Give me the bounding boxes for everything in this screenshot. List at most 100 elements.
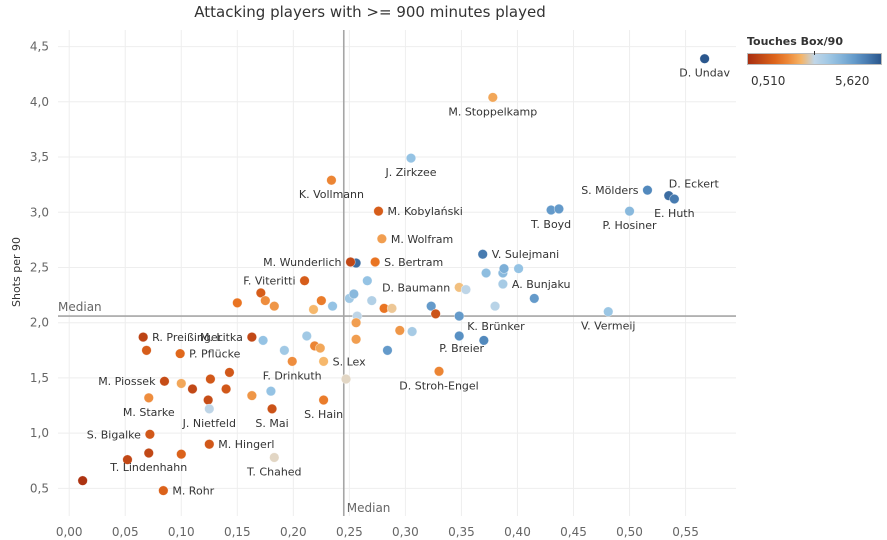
data-point[interactable]	[204, 439, 215, 450]
data-point[interactable]	[138, 331, 149, 343]
data-point[interactable]	[480, 267, 492, 279]
data-point[interactable]	[318, 356, 329, 367]
data-point[interactable]	[224, 367, 235, 378]
x-tick-label: 0,30	[392, 525, 419, 539]
data-point[interactable]	[287, 356, 298, 367]
data-point[interactable]	[301, 330, 312, 342]
data-point[interactable]	[366, 295, 377, 306]
y-tick-label: 4,0	[30, 95, 49, 109]
data-point[interactable]	[255, 287, 266, 298]
data-point[interactable]	[376, 233, 387, 244]
data-point[interactable]	[426, 301, 437, 312]
data-point[interactable]	[430, 308, 441, 319]
data-point[interactable]	[669, 193, 680, 205]
data-point[interactable]	[326, 175, 337, 186]
data-point[interactable]	[699, 53, 710, 64]
point-label: D. Stroh-Engel	[399, 379, 478, 392]
data-point[interactable]	[265, 386, 277, 397]
data-point[interactable]	[203, 394, 214, 406]
data-point[interactable]	[345, 256, 356, 268]
data-point[interactable]	[266, 403, 278, 414]
y-axis-title: Shots per 90	[10, 237, 23, 307]
data-point[interactable]	[176, 378, 187, 389]
data-point[interactable]	[433, 366, 445, 377]
data-point[interactable]	[316, 295, 327, 306]
data-point[interactable]	[373, 206, 384, 217]
data-point[interactable]	[497, 278, 509, 290]
data-point[interactable]	[348, 288, 359, 300]
data-point[interactable]	[327, 301, 338, 312]
point-label: S. Mölders	[581, 184, 639, 197]
point-label: F. Viteritti	[243, 275, 295, 288]
data-point[interactable]	[269, 301, 280, 312]
data-point[interactable]	[382, 345, 393, 356]
data-point[interactable]	[498, 263, 510, 274]
point-label: M. Litka	[200, 331, 243, 344]
x-tick-label: 0,20	[280, 525, 307, 539]
y-tick-label: 0,5	[30, 481, 49, 495]
data-point[interactable]	[257, 335, 269, 346]
data-point[interactable]	[299, 275, 310, 286]
data-point[interactable]	[386, 303, 398, 314]
data-point[interactable]	[478, 335, 489, 346]
data-point[interactable]	[454, 310, 465, 322]
data-point[interactable]	[529, 293, 540, 304]
data-point[interactable]	[175, 348, 186, 359]
data-point[interactable]	[279, 345, 290, 356]
data-point[interactable]	[407, 326, 418, 337]
data-point[interactable]	[141, 345, 152, 356]
data-point[interactable]	[642, 185, 653, 196]
data-point[interactable]	[159, 376, 170, 387]
x-tick-label: 0,55	[672, 525, 699, 539]
data-point[interactable]	[144, 429, 155, 440]
data-point[interactable]	[477, 249, 488, 260]
data-point[interactable]	[460, 284, 472, 295]
data-point[interactable]	[350, 317, 362, 328]
data-point[interactable]	[603, 306, 614, 317]
data-point[interactable]	[232, 297, 243, 308]
data-point[interactable]	[553, 203, 565, 215]
legend-title: Touches Box/90	[747, 35, 843, 48]
median-lines: Median Median	[58, 30, 736, 516]
data-point[interactable]	[204, 403, 215, 414]
y-tick-label: 3,5	[30, 150, 49, 164]
y-tick-label: 3,0	[30, 205, 49, 219]
point-label: M. Wolfram	[391, 233, 453, 246]
data-point[interactable]	[260, 295, 271, 306]
x-tick-label: 0,40	[504, 525, 531, 539]
data-point[interactable]	[315, 343, 326, 354]
point-label: M. Kobylański	[388, 205, 463, 218]
data-point[interactable]	[487, 92, 498, 103]
data-point[interactable]	[246, 390, 257, 401]
data-point[interactable]	[454, 330, 465, 342]
data-point[interactable]	[318, 394, 329, 406]
data-point[interactable]	[624, 206, 635, 217]
data-point[interactable]	[489, 301, 501, 312]
data-point[interactable]	[205, 373, 216, 385]
data-point[interactable]	[362, 275, 373, 286]
data-point[interactable]	[405, 153, 417, 164]
point-label: E. Huth	[654, 207, 694, 220]
data-point[interactable]	[220, 383, 232, 395]
axis-ticks: 0,00 0,05 0,10 0,15 0,20 0,25 0,30 0,35 0,40 0,45…	[30, 40, 699, 539]
data-point[interactable]	[187, 383, 198, 395]
point-label: M. Starke	[123, 406, 175, 419]
data-point[interactable]	[308, 304, 319, 315]
data-point[interactable]	[143, 447, 154, 459]
data-point[interactable]	[513, 263, 524, 274]
data-point[interactable]	[269, 452, 280, 463]
data-point[interactable]	[122, 454, 133, 465]
data-point[interactable]	[176, 449, 187, 460]
point-label: M. Wunderlich	[263, 256, 341, 269]
data-point[interactable]	[246, 331, 257, 343]
data-point[interactable]	[340, 373, 352, 385]
point-label: D. Undav	[679, 67, 730, 80]
data-point[interactable]	[370, 256, 381, 268]
data-point[interactable]	[77, 475, 88, 486]
data-point[interactable]	[350, 334, 362, 345]
data-point[interactable]	[394, 325, 405, 336]
data-point[interactable]	[143, 392, 154, 403]
data-point[interactable]	[158, 485, 169, 496]
point-label: F. Drinkuth	[263, 369, 322, 382]
point-label: V. Vermeij	[581, 320, 635, 333]
